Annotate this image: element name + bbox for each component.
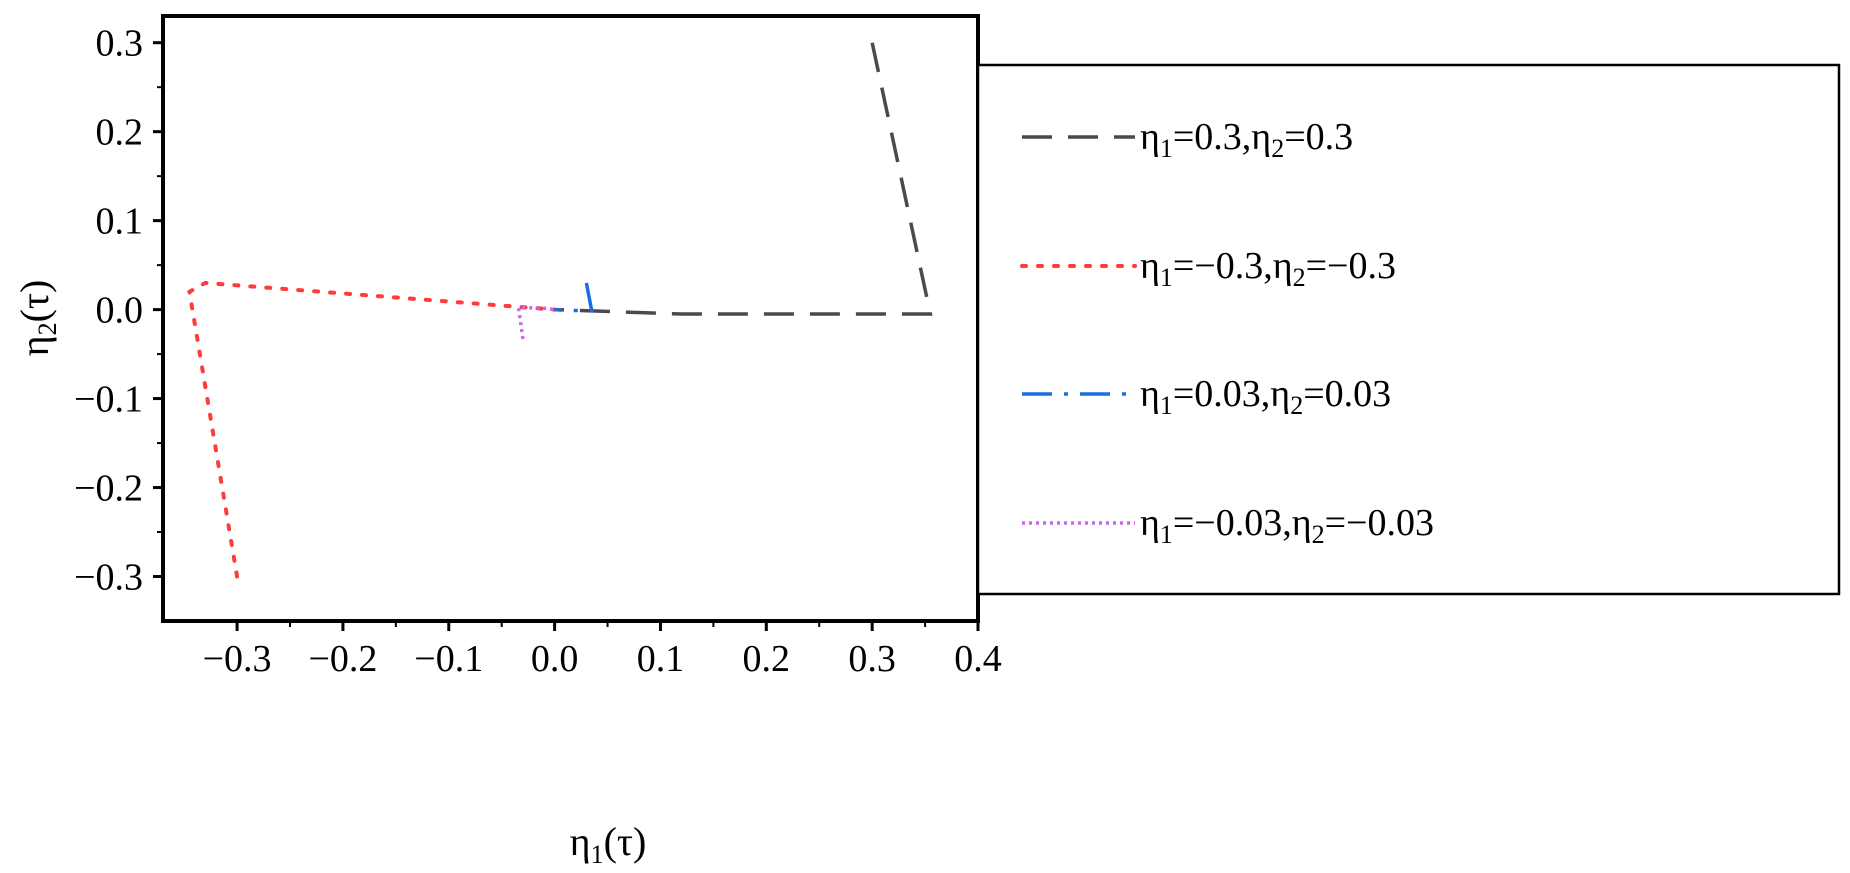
- x-tick-label: 0.0: [531, 638, 579, 680]
- legend-entry-4: η1=−0.03,η2=−0.03: [1022, 502, 1434, 549]
- legend-entry-1: η1=0.3,η2=0.3: [1022, 116, 1353, 163]
- x-tick-label: 0.3: [848, 638, 896, 680]
- y-tick-label: 0.1: [96, 201, 144, 243]
- x-tick-label: 0.1: [637, 638, 685, 680]
- legend-label: η1=0.3,η2=0.3: [1140, 116, 1353, 163]
- y-axis-subscript: 2: [33, 322, 62, 335]
- legend-label: η1=−0.3,η2=−0.3: [1140, 245, 1396, 292]
- y-tick-label: −0.3: [74, 557, 143, 599]
- x-axis-symbol: η: [570, 819, 591, 864]
- y-axis-title: η2(τ): [12, 280, 62, 357]
- y-tick-label: −0.2: [74, 468, 143, 510]
- x-tick-label: 0.4: [954, 638, 1002, 680]
- legend-frame: [976, 63, 1841, 596]
- legend-entry-2: η1=−0.3,η2=−0.3: [1020, 245, 1396, 292]
- x-tick-label: −0.3: [203, 638, 272, 680]
- x-axis-title: η1(τ): [570, 819, 647, 869]
- y-axis-symbol: η: [12, 335, 57, 356]
- y-tick-label: 0.0: [96, 290, 144, 332]
- legend-label: η1=0.03,η2=0.03: [1140, 373, 1391, 420]
- x-tick-label: 0.2: [743, 638, 791, 680]
- y-tick-label: 0.2: [96, 112, 144, 154]
- series-line-4: [516, 306, 555, 340]
- y-axis-arg: (τ): [12, 280, 57, 323]
- x-tick-label: −0.1: [414, 638, 483, 680]
- x-axis-subscript: 1: [591, 840, 604, 869]
- ticks-layer: −0.3 −0.2 −0.1 0.0 0.1 0.2 0.3 0.4 −0.3 −0.2 −0.1 0…: [74, 23, 1002, 680]
- series-line-3: [554, 282, 594, 313]
- plot-frame: [161, 14, 980, 623]
- legend: η1=0.3,η2=0.3 η1=−0.3,η2=−0.3 η1=0.03,η2=0…: [976, 63, 1841, 596]
- series-line-2: [187, 280, 557, 579]
- y-tick-label: 0.3: [96, 23, 144, 65]
- y-tick-label: −0.1: [74, 379, 143, 421]
- series-layer: [187, 42, 933, 579]
- x-axis-arg: (τ): [604, 819, 647, 864]
- legend-entry-3: η1=0.03,η2=0.03: [1022, 373, 1391, 420]
- legend-label: η1=−0.03,η2=−0.03: [1140, 502, 1434, 549]
- series-line-1: [554, 42, 933, 316]
- x-tick-label: −0.2: [308, 638, 377, 680]
- legend-items: η1=0.3,η2=0.3 η1=−0.3,η2=−0.3 η1=0.03,η2=0…: [1020, 116, 1434, 549]
